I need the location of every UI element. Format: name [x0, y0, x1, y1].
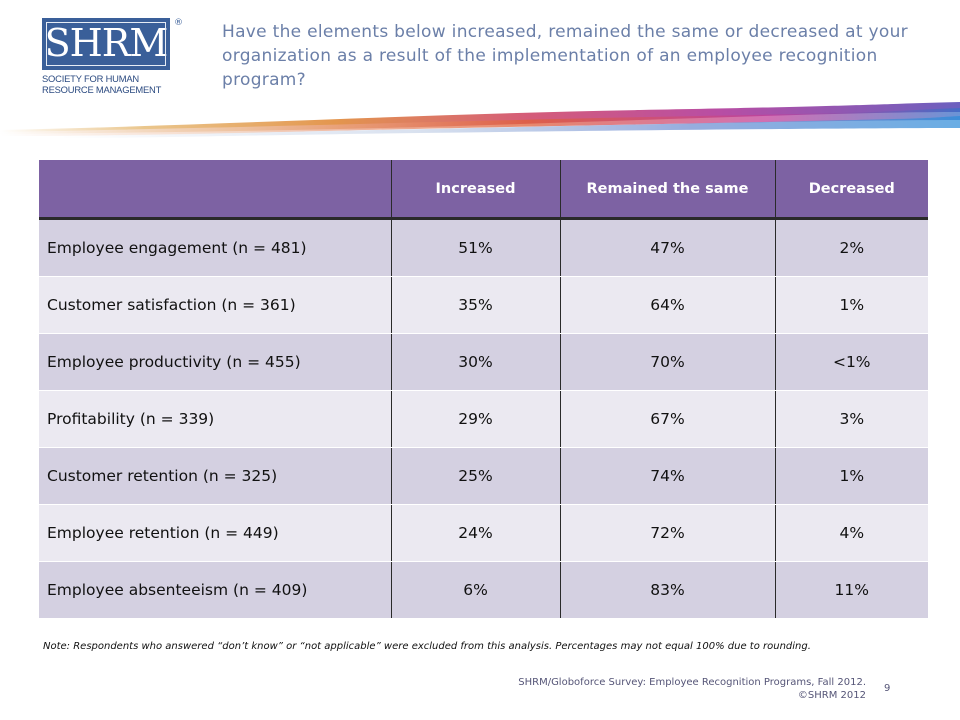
- shrm-logo: SHRM ® SOCIETY FOR HUMAN RESOURCE MANAGE…: [40, 18, 183, 100]
- source-line1: SHRM/Globoforce Survey: Employee Recogni…: [518, 677, 866, 688]
- cell-increased: 29%: [391, 390, 561, 448]
- table-row: Employee absenteeism (n = 409) 6% 83% 11…: [39, 561, 928, 619]
- source-citation: SHRM/Globoforce Survey: Employee Recogni…: [380, 676, 866, 702]
- cell-same: 67%: [560, 390, 776, 448]
- slide-question-title: Have the elements below increased, remai…: [222, 22, 908, 90]
- footnote: Note: Respondents who answered “don’t kn…: [43, 641, 811, 652]
- cell-increased: 30%: [391, 333, 561, 391]
- cell-same: 74%: [560, 447, 776, 505]
- cell-same: 83%: [560, 561, 776, 619]
- cell-same: 72%: [560, 504, 776, 562]
- header-empty: [39, 160, 392, 220]
- header-increased: Increased: [391, 160, 561, 220]
- table-row: Employee productivity (n = 455) 30% 70% …: [39, 333, 928, 391]
- cell-same: 64%: [560, 276, 776, 334]
- cell-decreased: 4%: [775, 504, 928, 562]
- cell-same: 47%: [560, 218, 776, 277]
- table-row: Employee retention (n = 449) 24% 72% 4%: [39, 504, 928, 562]
- table-header-row: Increased Remained the same Decreased: [39, 160, 928, 220]
- logo-subtitle: SOCIETY FOR HUMAN RESOURCE MANAGEMENT: [42, 73, 182, 95]
- cell-increased: 6%: [391, 561, 561, 619]
- cell-decreased: 2%: [775, 218, 928, 277]
- logo-subtitle-line1: SOCIETY FOR HUMAN: [42, 73, 139, 84]
- row-label: Employee productivity (n = 455): [39, 333, 392, 391]
- page-number: 9: [884, 683, 891, 694]
- logo-registered-mark: ®: [174, 18, 183, 28]
- cell-increased: 24%: [391, 504, 561, 562]
- logo-box: SHRM: [42, 18, 170, 70]
- table-row: Employee engagement (n = 481) 51% 47% 2%: [39, 218, 928, 277]
- results-table: Increased Remained the same Decreased Em…: [39, 160, 928, 619]
- row-label: Customer retention (n = 325): [39, 447, 392, 505]
- logo-subtitle-line2: RESOURCE MANAGEMENT: [42, 84, 162, 95]
- table-row: Customer satisfaction (n = 361) 35% 64% …: [39, 276, 928, 334]
- source-line2: ©SHRM 2012: [797, 690, 866, 701]
- cell-decreased: <1%: [775, 333, 928, 391]
- decorative-swoosh-banner: [0, 102, 960, 138]
- cell-increased: 51%: [391, 218, 561, 277]
- cell-increased: 35%: [391, 276, 561, 334]
- row-label: Employee absenteeism (n = 409): [39, 561, 392, 619]
- table-row: Profitability (n = 339) 29% 67% 3%: [39, 390, 928, 448]
- row-label: Employee engagement (n = 481): [39, 218, 392, 277]
- cell-increased: 25%: [391, 447, 561, 505]
- row-label: Employee retention (n = 449): [39, 504, 392, 562]
- cell-decreased: 11%: [775, 561, 928, 619]
- cell-decreased: 1%: [775, 447, 928, 505]
- row-label: Profitability (n = 339): [39, 390, 392, 448]
- cell-decreased: 1%: [775, 276, 928, 334]
- table-row: Customer retention (n = 325) 25% 74% 1%: [39, 447, 928, 505]
- header-remained-the-same: Remained the same: [560, 160, 776, 220]
- cell-same: 70%: [560, 333, 776, 391]
- logo-letters: SHRM: [44, 21, 169, 65]
- row-label: Customer satisfaction (n = 361): [39, 276, 392, 334]
- header-decreased: Decreased: [775, 160, 928, 220]
- cell-decreased: 3%: [775, 390, 928, 448]
